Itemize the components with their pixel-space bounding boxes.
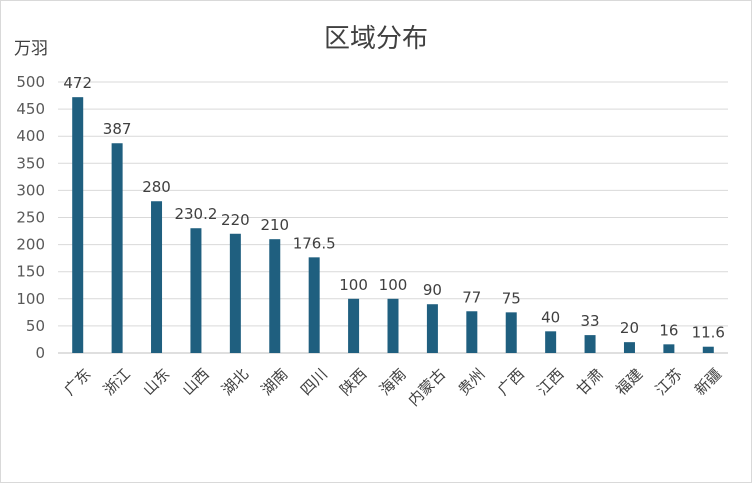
bar — [663, 344, 675, 353]
data-label: 11.6 — [692, 324, 725, 342]
data-label: 75 — [502, 289, 521, 307]
bar — [308, 257, 320, 353]
x-category-label: 广东 — [61, 365, 95, 399]
gridlines — [58, 81, 728, 354]
data-label: 280 — [142, 178, 171, 196]
x-category-label: 湖北 — [218, 365, 252, 399]
bar — [72, 97, 84, 354]
x-category-label: 山西 — [179, 365, 213, 399]
x-category-label: 贵州 — [455, 365, 489, 399]
bar — [584, 335, 596, 353]
y-tick-label: 450 — [16, 100, 45, 118]
x-category-label: 内蒙古 — [405, 365, 450, 410]
data-label: 90 — [423, 281, 442, 299]
bar — [623, 342, 635, 353]
y-tick-label: 50 — [26, 317, 45, 335]
data-label: 40 — [541, 308, 560, 326]
bar — [426, 304, 438, 353]
bars — [72, 97, 714, 354]
x-category-label: 江苏 — [652, 365, 686, 399]
data-label: 100 — [339, 276, 368, 294]
data-label: 100 — [379, 276, 408, 294]
data-label: 230.2 — [174, 205, 217, 223]
x-category-label: 江西 — [533, 365, 567, 399]
data-label: 77 — [462, 288, 481, 306]
bar — [545, 331, 557, 353]
bar — [702, 346, 714, 353]
bar — [151, 201, 163, 353]
y-tick-label: 0 — [35, 344, 45, 362]
data-label: 176.5 — [293, 234, 336, 252]
y-tick-label: 100 — [16, 290, 45, 308]
x-category-label: 浙江 — [100, 365, 134, 399]
y-tick-label: 500 — [16, 73, 45, 91]
y-axis-tick-labels: 0 50 100 150 200 250 300 350 400 450 500 — [16, 73, 45, 362]
data-label: 387 — [103, 120, 132, 138]
y-tick-label: 250 — [16, 209, 45, 227]
x-category-label: 四川 — [297, 365, 331, 399]
y-axis-unit-label: 万羽 — [14, 39, 48, 59]
bar — [269, 239, 281, 353]
bar — [348, 298, 360, 353]
x-category-label: 新疆 — [691, 365, 725, 399]
bar — [505, 312, 517, 353]
x-category-label: 山东 — [139, 365, 173, 399]
y-tick-label: 350 — [16, 154, 45, 172]
x-category-label: 陕西 — [336, 365, 370, 399]
data-label: 220 — [221, 211, 250, 229]
x-category-label: 广西 — [494, 365, 528, 399]
data-label: 16 — [659, 321, 678, 339]
bar — [111, 143, 123, 353]
data-label: 33 — [581, 312, 600, 330]
x-category-label: 福建 — [612, 365, 646, 399]
bar — [466, 311, 478, 353]
chart-title: 区域分布 — [323, 24, 428, 54]
data-label: 210 — [260, 216, 289, 234]
x-category-label: 甘肃 — [573, 365, 607, 399]
bar — [190, 228, 202, 353]
x-category-label: 湖南 — [258, 365, 292, 399]
y-tick-label: 400 — [16, 127, 45, 145]
bar — [387, 298, 399, 353]
bar — [229, 233, 241, 353]
y-tick-label: 200 — [16, 236, 45, 254]
data-label: 472 — [63, 74, 92, 92]
data-label: 20 — [620, 319, 639, 337]
x-category-label: 海南 — [376, 365, 410, 399]
y-tick-label: 300 — [16, 181, 45, 199]
y-tick-label: 150 — [16, 263, 45, 281]
